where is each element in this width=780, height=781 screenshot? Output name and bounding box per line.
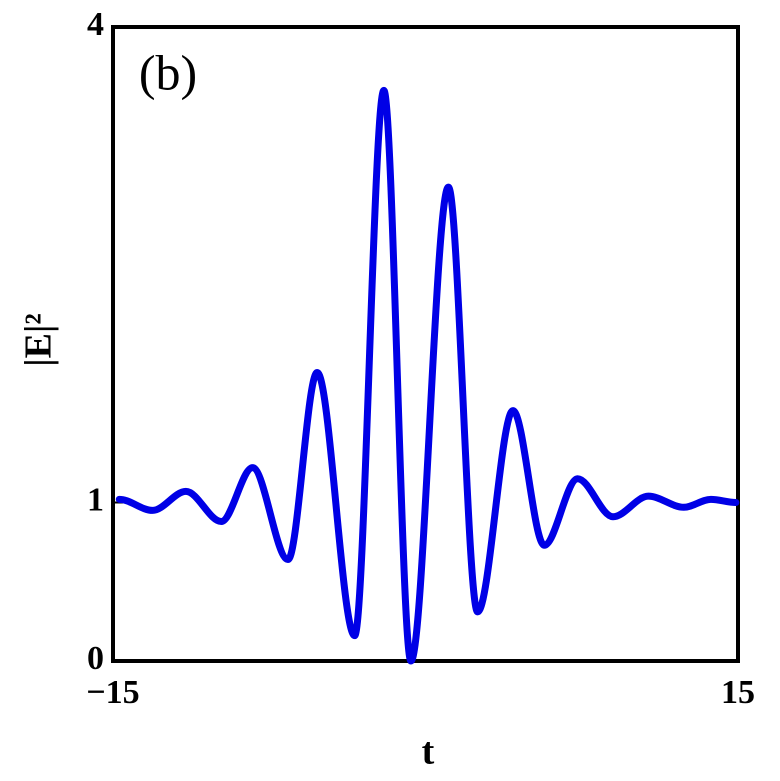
x-tick-label: 15	[721, 674, 755, 711]
x-axis-label: t	[422, 731, 435, 773]
y-tick-label: 4	[87, 6, 104, 43]
panel-label: (b)	[139, 44, 197, 100]
x-tick-label: −15	[86, 674, 139, 711]
y-tick-label: 1	[87, 481, 104, 518]
plot-frame	[111, 25, 740, 663]
data-line	[115, 86, 740, 665]
y-axis-label: |E|²	[18, 313, 60, 366]
y-tick-label: 0	[87, 640, 104, 677]
